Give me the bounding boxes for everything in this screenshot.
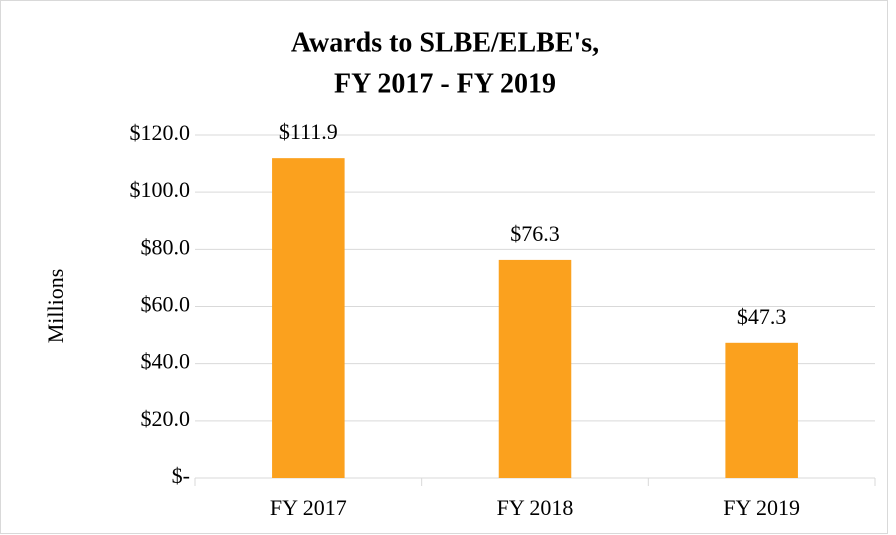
x-tick-label: FY 2019 [723, 495, 800, 520]
y-tick-label: $60.0 [141, 292, 191, 317]
y-tick-label: $120.0 [130, 120, 191, 145]
data-label: $76.3 [510, 221, 560, 246]
bar [725, 342, 798, 478]
y-tick-label: $80.0 [141, 234, 191, 259]
data-label: $111.9 [279, 119, 338, 144]
y-tick-label: $20.0 [141, 406, 191, 431]
y-tick-label: $100.0 [130, 177, 191, 202]
chart-title: Awards to SLBE/ELBE's, [291, 27, 599, 58]
x-tick-label: FY 2018 [497, 495, 574, 520]
chart-title: FY 2017 - FY 2019 [334, 68, 556, 99]
data-label: $47.3 [737, 304, 787, 329]
x-tick-label: FY 2017 [270, 495, 347, 520]
y-tick-label: $- [172, 463, 190, 488]
bar [272, 158, 345, 478]
bar [498, 259, 572, 478]
y-axis-label: Millions [43, 269, 68, 344]
y-tick-label: $40.0 [141, 349, 191, 374]
